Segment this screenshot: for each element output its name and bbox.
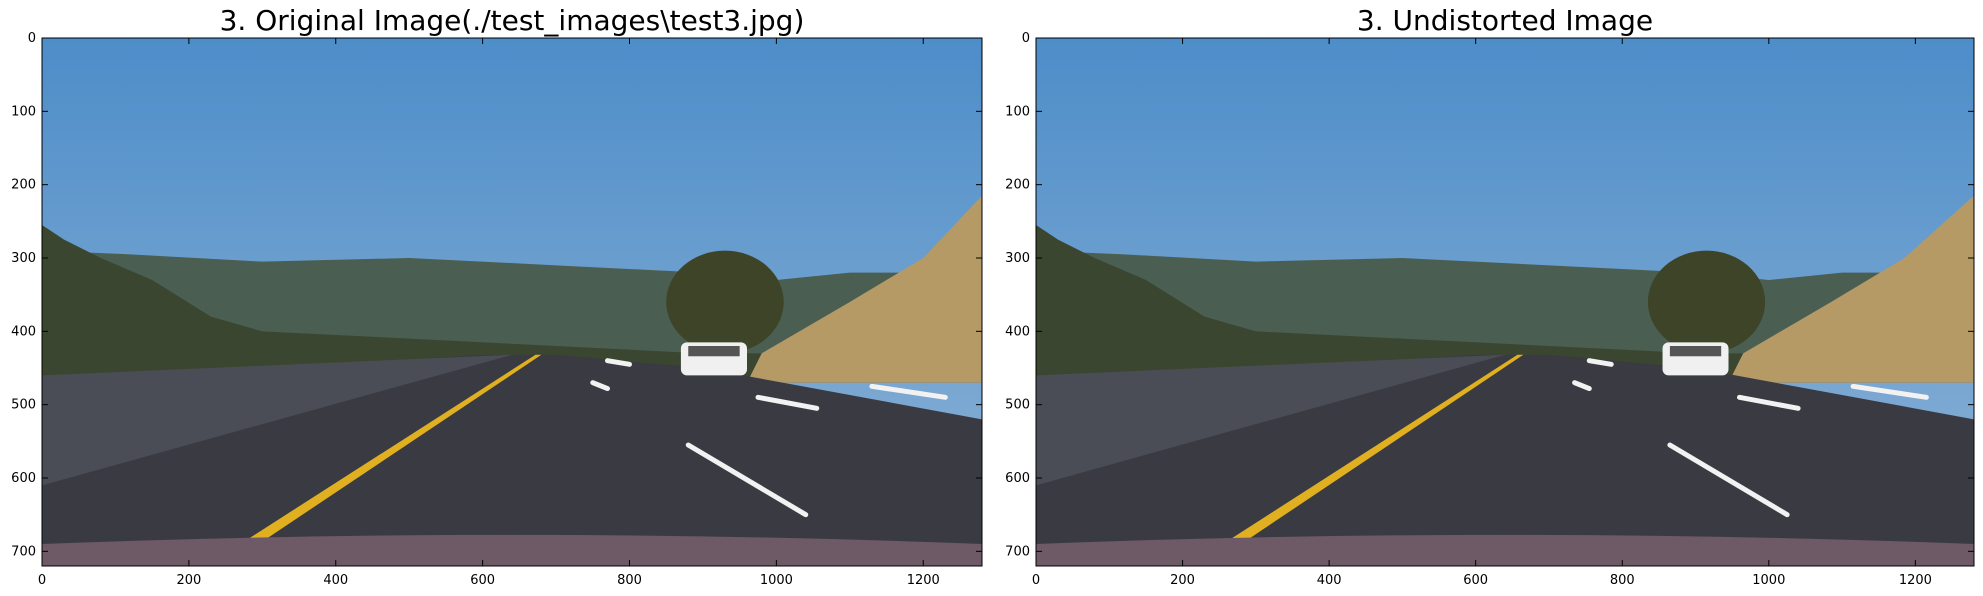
trees [1036,225,1974,383]
car-hood [42,534,982,566]
wall [1036,354,1505,486]
hill [747,195,982,383]
y-tick-label: 300 [1005,251,1030,266]
image-axes: 0 200 400 600 800 1000 1200 0 100 200 300 400 500 600… [1005,31,1975,588]
y-tick-label: 500 [1005,398,1030,413]
lane-dash [604,358,632,367]
panel-title: 3. Undistorted Image [1356,4,1654,37]
lane-dash [1586,358,1614,367]
y-tick-label: 200 [11,178,36,193]
wall [42,354,512,486]
road-photo [42,38,982,566]
image-axes: 0 200 400 600 800 1000 1200 0 100 200 300 400 500 600… [11,31,983,588]
x-tick-label: 400 [1317,573,1342,588]
tree-cluster [666,250,784,354]
x-tick-label: 600 [1463,573,1488,588]
lane-dash [1667,442,1790,518]
lane-dash [1572,380,1592,392]
lane-dash [1737,394,1801,411]
y-tick-label: 100 [11,104,36,119]
x-tick-label: 200 [1170,573,1195,588]
axes-frame [41,37,983,567]
y-tick-label: 600 [1005,471,1030,486]
x-tick-label: 800 [1610,573,1635,588]
x-tick-label: 0 [38,573,46,588]
x-tick-label: 1000 [1752,573,1785,588]
trees [42,225,982,383]
car-window [1669,346,1722,357]
axes-frame [1035,37,1975,567]
yellow-line [1222,354,1524,544]
panel-title: 3. Original Image(./test_images\test3.jp… [219,4,805,37]
lane-dash [590,380,610,392]
y-tick-label: 0 [1022,31,1030,46]
y-tick-label: 400 [1005,324,1030,339]
y-tick-label: 400 [11,324,36,339]
lane-dash [1850,383,1929,400]
y-tick-label: 600 [11,471,36,486]
road-photo [1036,38,1974,566]
y-tick-label: 700 [11,544,36,559]
y-tick-label: 100 [1005,104,1030,119]
x-tick-label: 1200 [907,573,940,588]
hill [1728,195,1974,383]
yellow-line [240,354,542,544]
x-tick-label: 600 [470,573,495,588]
y-tick-label: 0 [28,31,36,46]
x-tick-label: 0 [1032,573,1040,588]
x-tick-label: 200 [176,573,201,588]
x-tick-label: 1000 [760,573,793,588]
y-tick-label: 700 [1005,544,1030,559]
lane-dash [869,383,948,400]
car-window [688,346,740,357]
car-hood [1036,534,1974,566]
x-tick-label: 1200 [1899,573,1932,588]
lane-dash [755,394,820,411]
x-tick-label: 400 [323,573,348,588]
tree-cluster [1647,250,1766,354]
x-tick-label: 800 [617,573,642,588]
y-tick-label: 300 [11,251,36,266]
panel-original: 3. Original Image(./test_images\test3.jp… [0,0,990,596]
panel-undistorted: 3. Undistorted Image 0 200 400 600 800 1000 12… [992,0,1983,596]
lane-dash [685,442,809,518]
y-tick-label: 200 [1005,178,1030,193]
y-tick-label: 500 [11,398,36,413]
